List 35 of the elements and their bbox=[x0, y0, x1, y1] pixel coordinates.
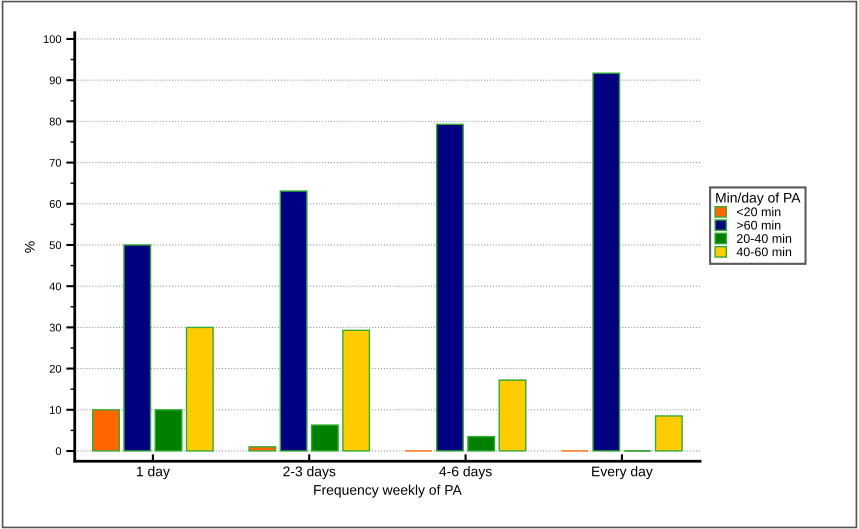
y-tick-label: 0 bbox=[56, 447, 62, 456]
legend-title: Min/day of PA bbox=[716, 192, 800, 206]
y-tick-label: 40 bbox=[49, 282, 62, 290]
bar bbox=[342, 330, 370, 452]
bar bbox=[248, 446, 276, 452]
y-tick-label: 70 bbox=[50, 158, 62, 167]
bar bbox=[654, 415, 683, 452]
x-tick-label: Every day bbox=[592, 466, 653, 480]
y-tick-label: 90 bbox=[50, 76, 62, 84]
bar bbox=[123, 244, 152, 452]
bar bbox=[592, 72, 620, 452]
x-tick-label: 2-3 days bbox=[283, 466, 336, 480]
bar bbox=[498, 379, 526, 452]
y-tick-label: 100 bbox=[44, 35, 62, 44]
y-tick-label: 20 bbox=[50, 364, 62, 373]
bar bbox=[280, 190, 308, 452]
y-tick-label: 80 bbox=[50, 118, 62, 126]
bar bbox=[92, 409, 120, 452]
y-axis-title: % bbox=[24, 241, 35, 253]
y-tick-label: 50 bbox=[50, 241, 62, 250]
legend-label: 20-40 min bbox=[736, 234, 792, 243]
bar bbox=[154, 409, 183, 452]
bar bbox=[467, 436, 496, 452]
x-tick-label: 1 day bbox=[136, 466, 170, 480]
legend-label: <20 min bbox=[736, 207, 780, 216]
bar bbox=[436, 124, 464, 452]
x-tick-label: 4-6 days bbox=[439, 466, 492, 480]
y-tick-label: 60 bbox=[50, 200, 62, 208]
x-axis-title: Frequency weekly of PA bbox=[314, 484, 462, 498]
legend-label: 40-60 min bbox=[736, 247, 792, 256]
y-tick-label: 10 bbox=[50, 406, 62, 414]
bar bbox=[186, 326, 214, 452]
legend-label: >60 min bbox=[736, 220, 780, 230]
bar bbox=[310, 424, 339, 452]
y-tick-label: 30 bbox=[50, 324, 62, 332]
